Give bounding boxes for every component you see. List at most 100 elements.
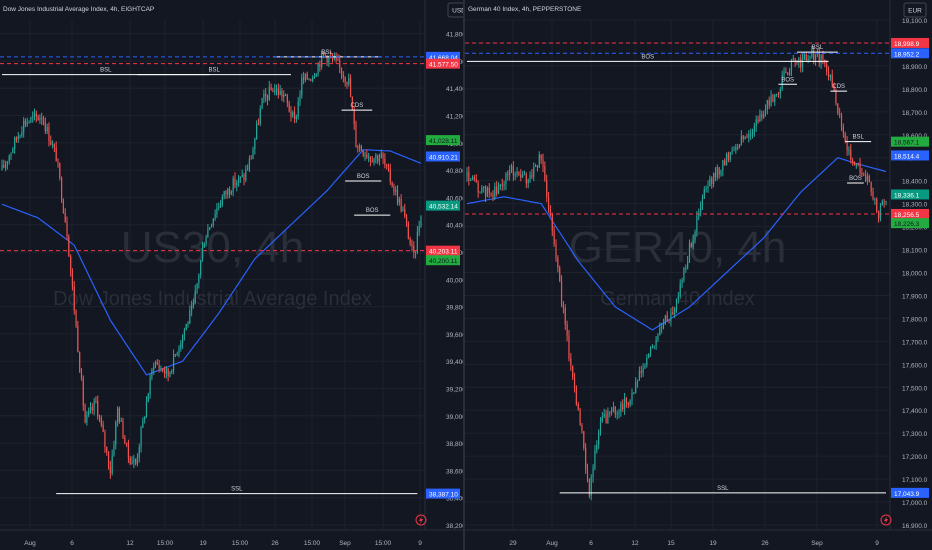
candle-body[interactable] xyxy=(559,267,561,281)
candle-body[interactable] xyxy=(227,188,229,195)
candle-body[interactable] xyxy=(649,347,652,354)
candle-body[interactable] xyxy=(12,148,14,154)
candle-body[interactable] xyxy=(685,268,687,270)
candle-body[interactable] xyxy=(826,63,828,72)
candle-body[interactable] xyxy=(607,411,609,423)
candle-body[interactable] xyxy=(484,186,487,197)
candle-body[interactable] xyxy=(301,77,303,95)
candle-body[interactable] xyxy=(239,176,241,178)
candle-body[interactable] xyxy=(657,335,659,340)
candle-body[interactable] xyxy=(861,173,863,175)
candle-body[interactable] xyxy=(716,167,718,178)
candle-body[interactable] xyxy=(120,420,122,422)
candle-body[interactable] xyxy=(635,381,637,393)
candle-body[interactable] xyxy=(625,398,628,403)
candle-body[interactable] xyxy=(627,402,629,406)
price-label[interactable]: 18,998.9 xyxy=(891,37,929,48)
candle-body[interactable] xyxy=(690,243,692,247)
candle-body[interactable] xyxy=(219,204,222,207)
candle-body[interactable] xyxy=(501,184,503,186)
candle-body[interactable] xyxy=(540,154,542,160)
candle-body[interactable] xyxy=(877,211,880,219)
candle-body[interactable] xyxy=(701,198,704,205)
candle-body[interactable] xyxy=(646,358,648,366)
candle-body[interactable] xyxy=(705,188,707,190)
candle-body[interactable] xyxy=(232,178,234,193)
candle-body[interactable] xyxy=(252,148,254,160)
candle-body[interactable] xyxy=(560,280,563,305)
candle-body[interactable] xyxy=(377,155,379,162)
candle-body[interactable] xyxy=(5,163,7,168)
candle-body[interactable] xyxy=(725,153,728,165)
candle-body[interactable] xyxy=(70,256,72,271)
candle-body[interactable] xyxy=(355,124,357,148)
candle-body[interactable] xyxy=(588,479,590,496)
candle-body[interactable] xyxy=(603,414,605,417)
candle-body[interactable] xyxy=(284,94,287,96)
candle-body[interactable] xyxy=(768,100,770,106)
candle-body[interactable] xyxy=(209,227,211,230)
candle-body[interactable] xyxy=(666,315,668,321)
candle-body[interactable] xyxy=(62,200,65,213)
candle-body[interactable] xyxy=(738,145,741,148)
candle-body[interactable] xyxy=(14,137,16,149)
candle-body[interactable] xyxy=(24,120,27,125)
candle-body[interactable] xyxy=(611,408,613,413)
pane-divider[interactable] xyxy=(463,0,465,550)
candle-body[interactable] xyxy=(509,170,511,176)
candle-body[interactable] xyxy=(342,74,344,78)
candle-body[interactable] xyxy=(572,365,574,378)
candle-body[interactable] xyxy=(290,111,292,117)
candle-body[interactable] xyxy=(151,369,153,378)
candle-body[interactable] xyxy=(790,60,793,72)
candle-body[interactable] xyxy=(483,186,485,188)
candle-body[interactable] xyxy=(203,243,205,248)
candle-body[interactable] xyxy=(371,160,373,163)
candle-body[interactable] xyxy=(661,326,663,329)
candle-body[interactable] xyxy=(475,179,477,183)
candle-body[interactable] xyxy=(662,324,665,327)
candle-body[interactable] xyxy=(97,401,99,417)
candle-body[interactable] xyxy=(261,98,263,109)
candle-body[interactable] xyxy=(573,377,576,388)
candle-body[interactable] xyxy=(651,346,653,348)
price-label[interactable]: 38,387.10 xyxy=(426,488,460,499)
candle-body[interactable] xyxy=(331,56,334,59)
candle-body[interactable] xyxy=(93,400,95,410)
price-label[interactable]: 18,514.4 xyxy=(891,150,929,161)
candle-body[interactable] xyxy=(140,427,142,448)
candle-body[interactable] xyxy=(277,88,279,95)
candle-body[interactable] xyxy=(601,416,603,422)
candle-body[interactable] xyxy=(761,114,763,118)
candle-body[interactable] xyxy=(218,206,220,209)
candle-body[interactable] xyxy=(407,223,409,239)
price-label[interactable]: 40,200.11 xyxy=(426,255,460,266)
candle-body[interactable] xyxy=(612,406,615,409)
candle-body[interactable] xyxy=(247,168,249,171)
candle-body[interactable] xyxy=(735,147,737,151)
candle-body[interactable] xyxy=(872,191,874,199)
candle-body[interactable] xyxy=(382,153,384,159)
candle-body[interactable] xyxy=(353,109,355,125)
candle-body[interactable] xyxy=(792,58,794,61)
candle-body[interactable] xyxy=(740,135,742,146)
candle-body[interactable] xyxy=(196,283,198,291)
candle-body[interactable] xyxy=(104,432,106,448)
candle-body[interactable] xyxy=(344,77,346,83)
candle-body[interactable] xyxy=(525,174,527,184)
lightning-icon[interactable] xyxy=(880,514,892,526)
candle-body[interactable] xyxy=(8,155,10,162)
candle-body[interactable] xyxy=(534,165,537,167)
candle-body[interactable] xyxy=(623,398,626,410)
candle-body[interactable] xyxy=(566,324,568,336)
candle-body[interactable] xyxy=(733,150,735,152)
candle-body[interactable] xyxy=(746,137,748,139)
candle-body[interactable] xyxy=(256,123,258,139)
candle-body[interactable] xyxy=(538,154,540,168)
candle-body[interactable] xyxy=(351,96,353,110)
candle-body[interactable] xyxy=(153,366,155,370)
candle-body[interactable] xyxy=(592,468,594,478)
price-label[interactable]: 17,043.9 xyxy=(891,487,929,498)
candle-body[interactable] xyxy=(783,71,785,76)
candle-body[interactable] xyxy=(598,432,600,445)
